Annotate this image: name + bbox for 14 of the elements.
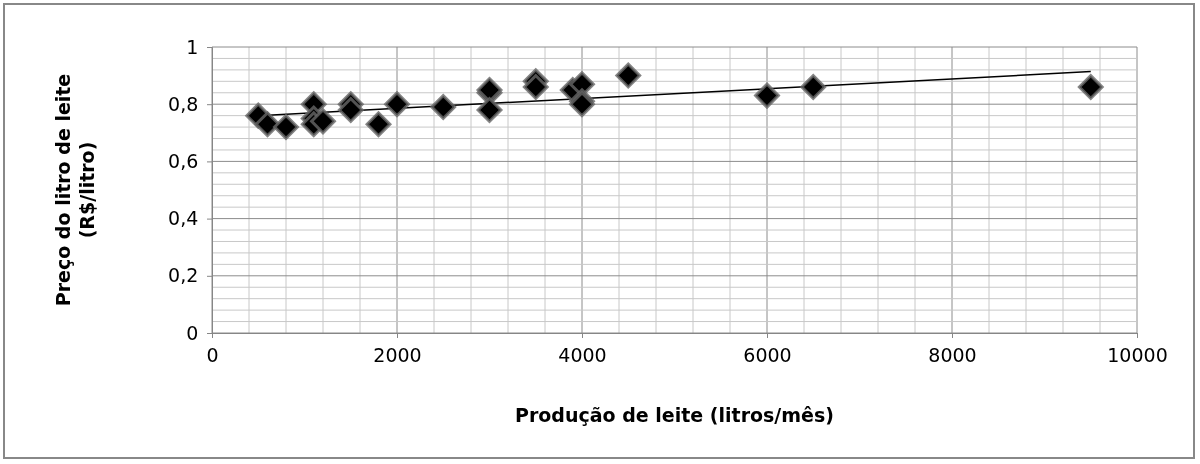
x-tick-label: 8000 — [928, 343, 977, 366]
x-tick-label: 4000 — [558, 343, 607, 366]
y-tick-label: 1 — [186, 35, 199, 58]
y-tick-label: 0,6 — [168, 149, 199, 172]
y-tick-label: 0 — [186, 321, 199, 344]
x-axis-title: Produção de leite (litros/mês) — [515, 404, 834, 426]
x-tick-label: 6000 — [743, 343, 792, 366]
y-tick-label: 0,2 — [168, 264, 199, 287]
x-tick-label: 0 — [206, 343, 219, 366]
x-tick-label: 2000 — [373, 343, 422, 366]
y-tick-label: 0,4 — [168, 207, 199, 230]
x-tick-label: 10000 — [1107, 343, 1168, 366]
y-axis-title: Preço do litro de leite (R$/litro) — [52, 73, 98, 307]
y-tick-label: 0,8 — [168, 92, 199, 115]
